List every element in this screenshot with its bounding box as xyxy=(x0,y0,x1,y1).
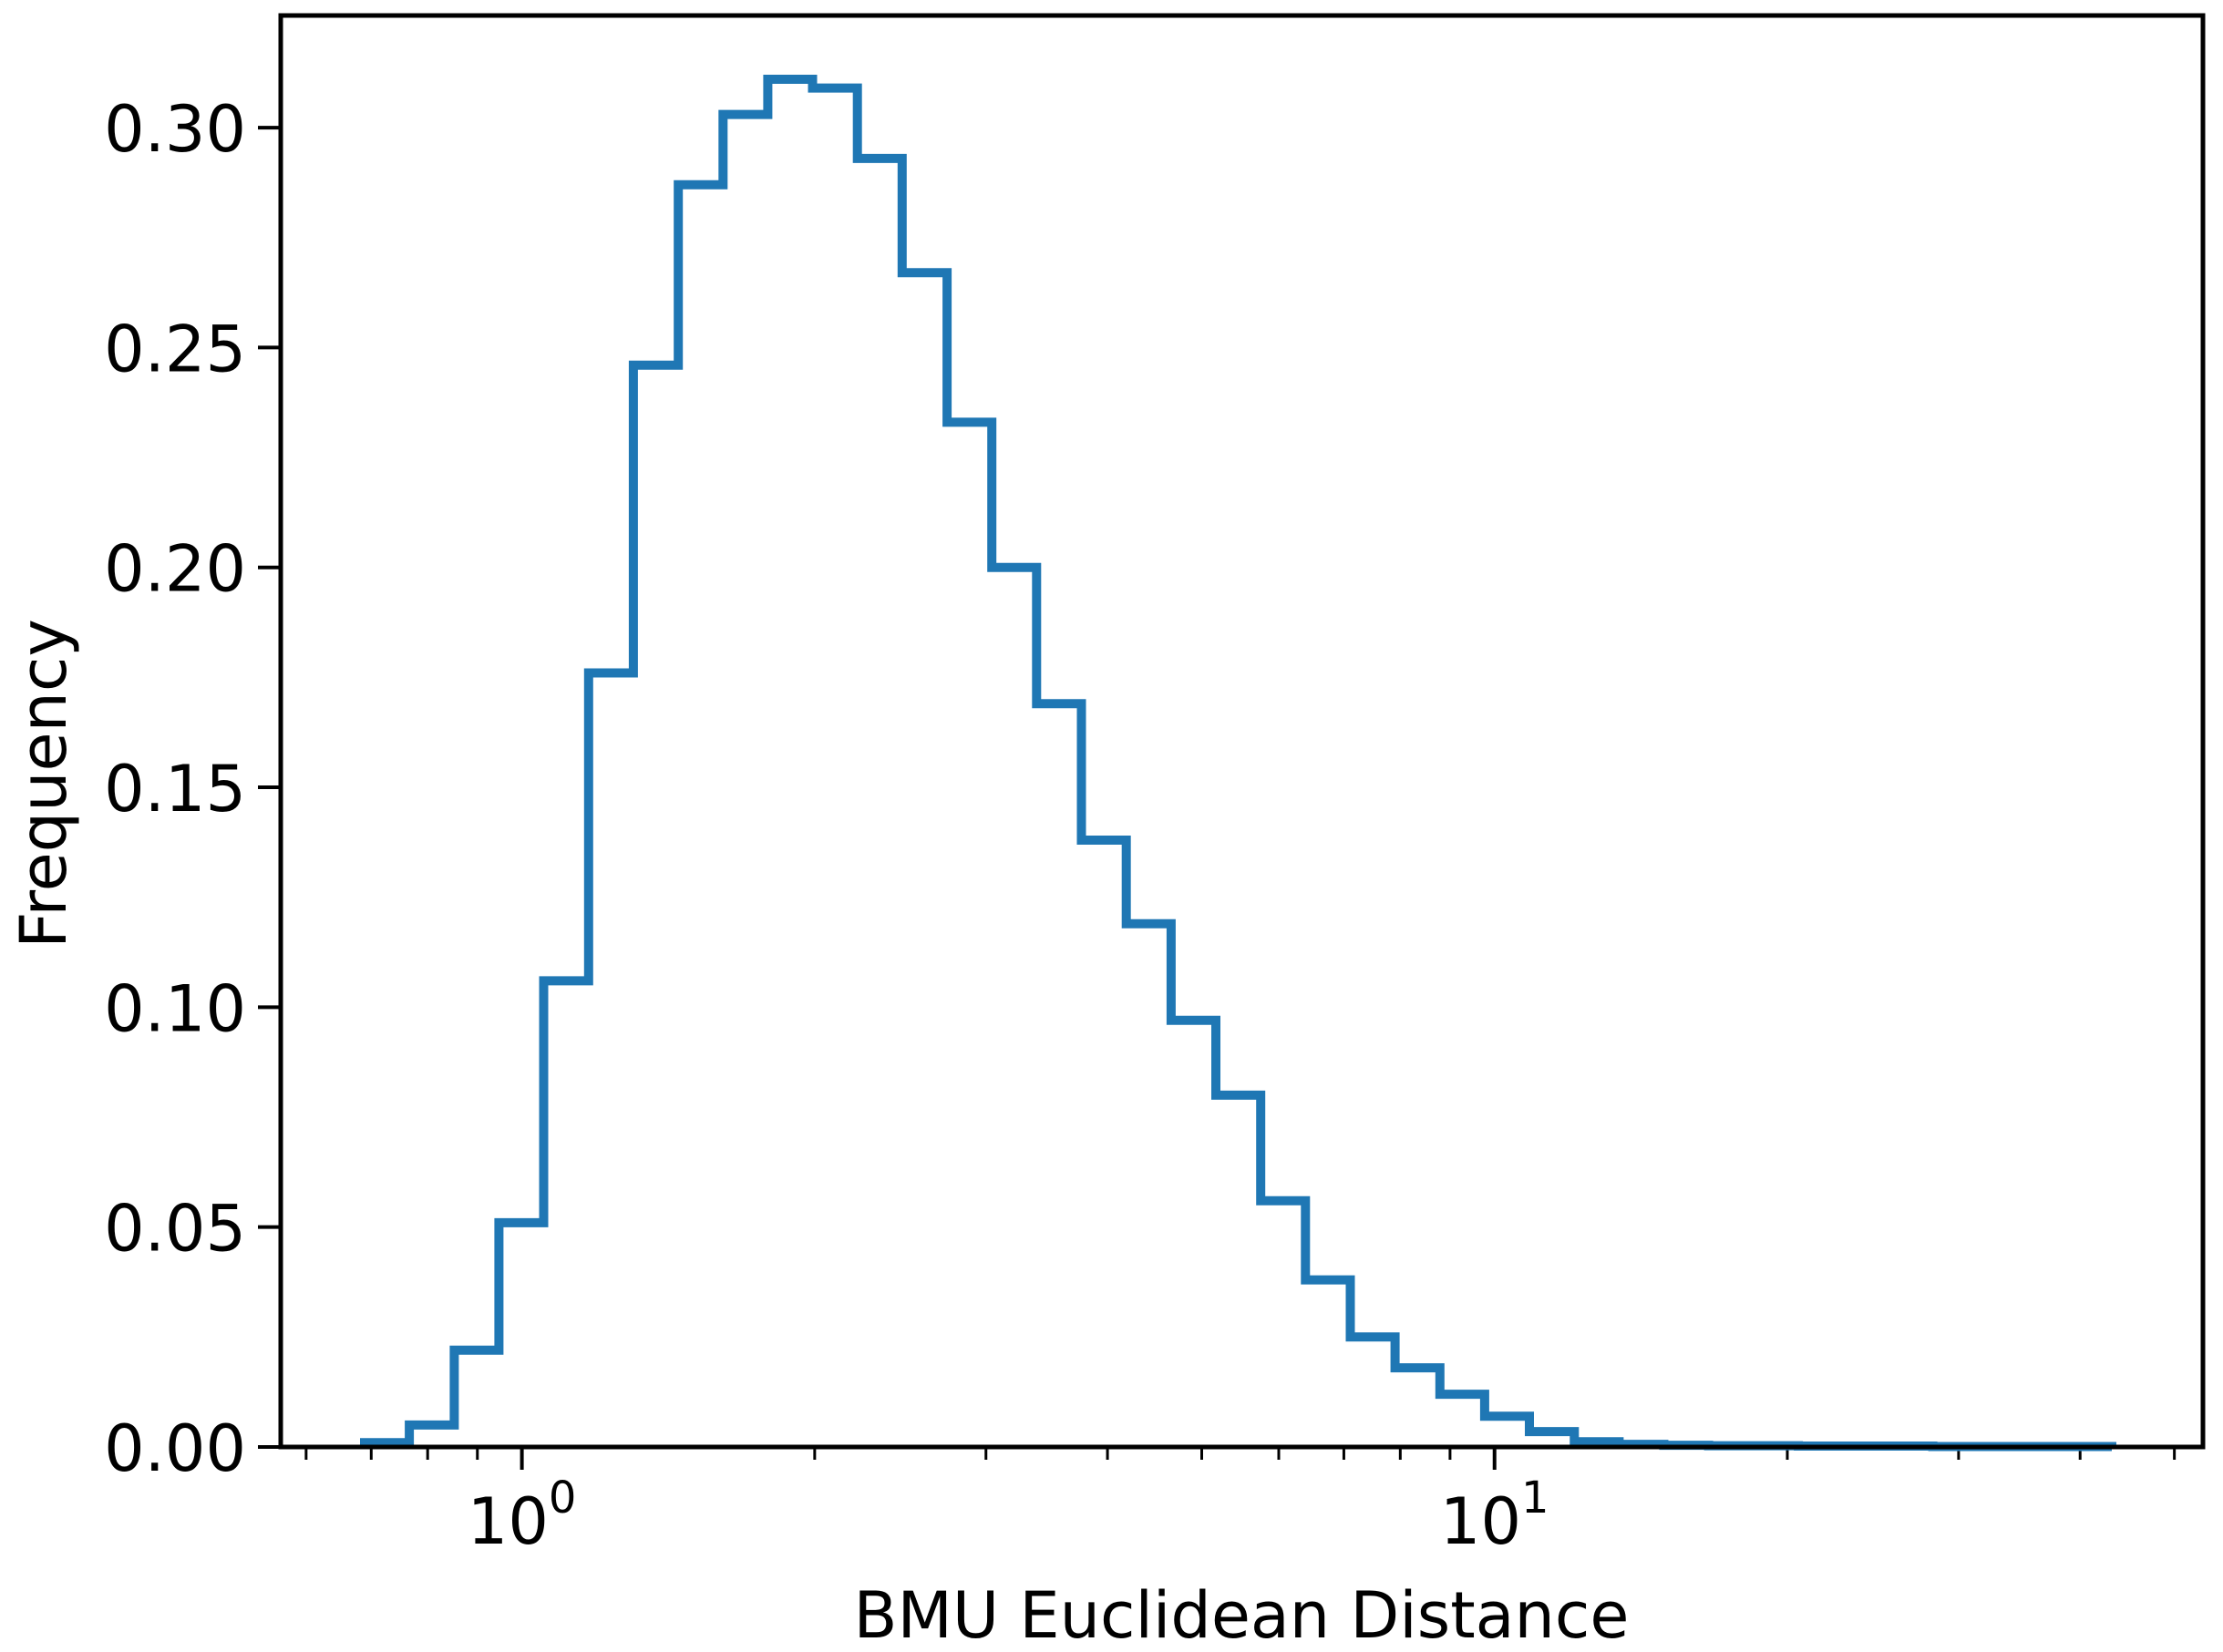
y-tick-label: 0.10 xyxy=(104,971,246,1046)
y-tick-label: 0.00 xyxy=(104,1411,246,1486)
x-tick-exponent: 1 xyxy=(1521,1472,1549,1524)
y-axis-label: Frequency xyxy=(6,619,81,949)
y-tick-label: 0.20 xyxy=(104,532,246,607)
y-tick-label: 0.05 xyxy=(104,1192,246,1267)
y-tick-label: 0.25 xyxy=(104,312,246,386)
y-tick-label: 0.30 xyxy=(104,92,246,167)
y-tick-label: 0.15 xyxy=(104,752,246,826)
series-layer xyxy=(360,75,2116,1452)
x-tick-label: 100 xyxy=(468,1472,577,1559)
x-tick-exponent: 0 xyxy=(549,1472,577,1524)
ticks-layer: 0.00 0.05 0.10 0.15 0.20 0.25 0.30 100 101 xyxy=(104,92,2177,1559)
plot-spines xyxy=(278,13,2206,1450)
x-axis-label: BMU Euclidean Distance xyxy=(854,1578,1630,1652)
histogram-step-line xyxy=(360,75,2116,1452)
x-tick-label: 101 xyxy=(1440,1472,1549,1559)
